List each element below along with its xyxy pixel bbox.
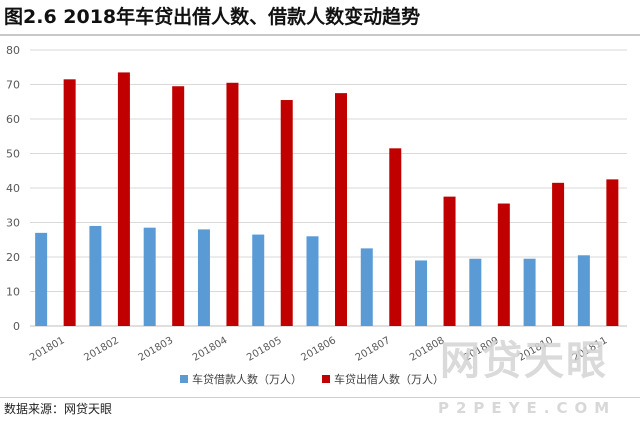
bar-lenders <box>552 182 565 326</box>
x-tick-label: 201802 <box>82 335 121 364</box>
legend: 车贷借款人数（万人） 车贷出借人数（万人） <box>180 372 444 386</box>
x-tick-label: 201805 <box>245 335 284 364</box>
bar-borrowers <box>35 232 48 326</box>
data-source-note: 数据来源：网贷天眼 <box>4 402 113 416</box>
bars <box>35 72 619 327</box>
y-tick-label: 70 <box>6 79 20 92</box>
y-tick-label: 40 <box>6 182 20 195</box>
y-axis-tick-labels: 0 10 20 30 40 50 60 70 80 <box>6 44 20 333</box>
bar-borrowers <box>415 260 428 326</box>
y-tick-label: 50 <box>6 148 20 161</box>
legend-swatch <box>322 375 330 383</box>
x-tick-label: 201801 <box>28 335 67 364</box>
y-tick-label: 10 <box>6 286 20 299</box>
y-tick-label: 30 <box>6 217 20 230</box>
bar-lenders <box>606 179 619 326</box>
legend-label: 车贷借款人数（万人） <box>192 372 302 386</box>
chart-title: 图2.6 2018年车贷出借人数、借款人数变动趋势 <box>4 6 421 28</box>
x-tick-label: 201803 <box>137 335 176 364</box>
bar-lenders <box>63 79 76 326</box>
title-divider <box>0 34 640 36</box>
watermark-logo: 网贷天眼 <box>440 338 608 384</box>
bar-borrowers <box>360 248 373 326</box>
bar-lenders <box>443 196 456 326</box>
bar-lenders <box>226 82 239 327</box>
bar-borrowers <box>197 229 210 326</box>
bar-borrowers <box>89 225 102 326</box>
y-tick-label: 20 <box>6 251 20 264</box>
x-tick-label: 201806 <box>299 335 338 364</box>
x-tick-label: 201807 <box>354 335 393 364</box>
bar-lenders <box>172 86 185 326</box>
bar-borrowers <box>143 227 156 326</box>
bar-lenders <box>280 100 293 327</box>
x-tick-label: 201804 <box>191 335 230 364</box>
bar-borrowers <box>577 255 590 326</box>
bar-lenders <box>497 203 510 326</box>
bar-borrowers <box>252 234 265 326</box>
bar-borrowers <box>306 236 319 326</box>
legend-label: 车贷出借人数（万人） <box>334 372 444 386</box>
y-tick-label: 80 <box>6 44 20 57</box>
bar-lenders <box>389 148 402 326</box>
y-tick-label: 60 <box>6 113 20 126</box>
y-tick-label: 0 <box>13 320 20 333</box>
watermark-domain: P2PEYE.COM <box>438 399 617 417</box>
bar-chart: 0 10 20 30 40 50 60 70 80 201801 201802 201803 2018… <box>6 44 627 386</box>
bar-borrowers <box>523 258 536 326</box>
footer-divider <box>0 397 640 398</box>
bar-lenders <box>335 93 347 326</box>
legend-swatch <box>180 375 188 383</box>
bar-lenders <box>117 72 130 326</box>
bar-borrowers <box>469 258 482 326</box>
